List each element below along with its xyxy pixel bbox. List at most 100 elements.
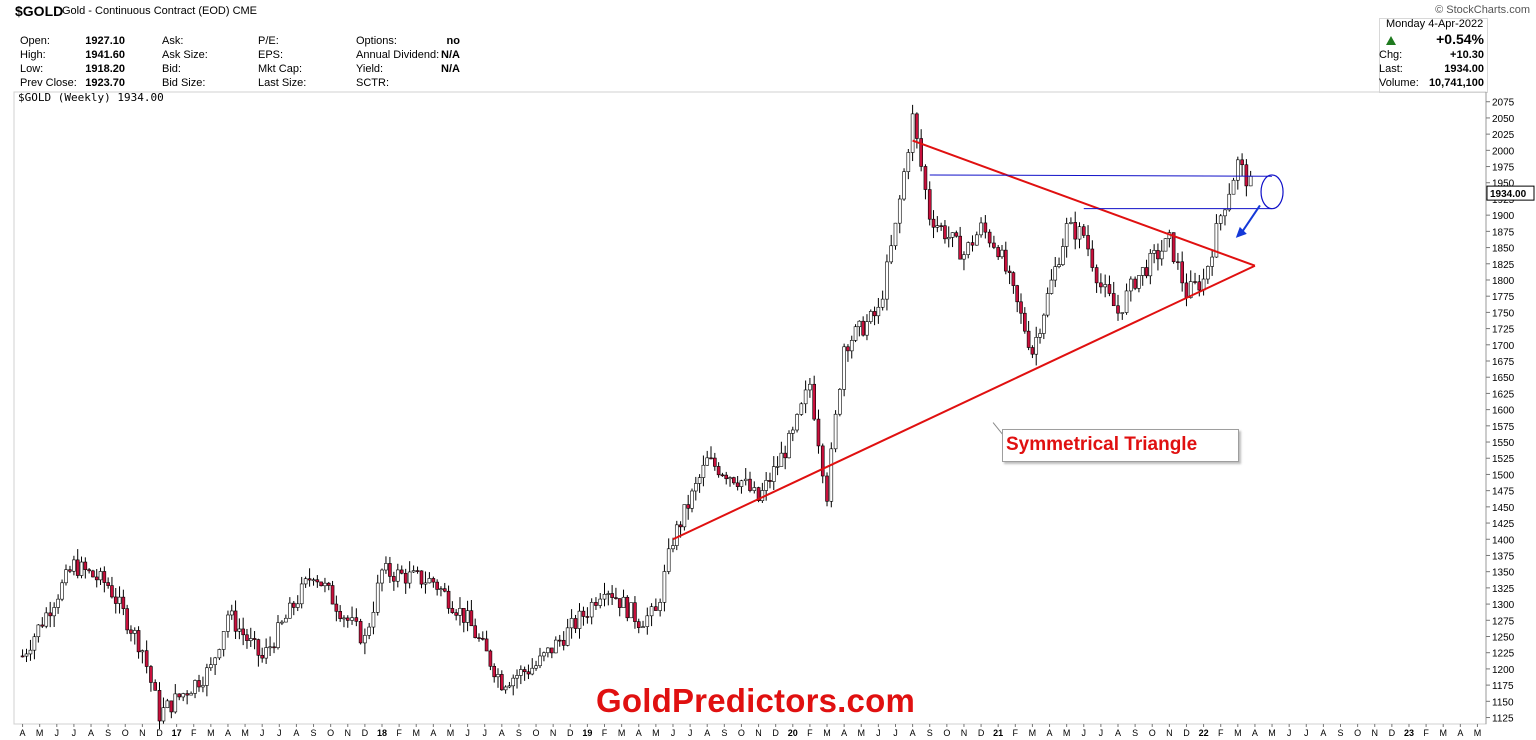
x-tick-label: J bbox=[277, 728, 282, 738]
candle-body bbox=[1111, 293, 1116, 307]
candle-body bbox=[140, 650, 145, 653]
candle-body bbox=[480, 637, 485, 640]
candle-body bbox=[760, 490, 765, 502]
candle-body bbox=[264, 647, 268, 659]
x-tick-label: O bbox=[738, 728, 745, 738]
x-tick-label: J bbox=[1287, 728, 1292, 738]
percent-change: +0.54% bbox=[1436, 31, 1484, 47]
candle-body bbox=[923, 166, 928, 190]
x-tick-label: 20 bbox=[788, 728, 798, 738]
candle-body bbox=[1057, 264, 1061, 267]
candle-body bbox=[1227, 193, 1232, 211]
x-tick-label: J bbox=[72, 728, 77, 738]
y-tick-label: 1850 bbox=[1492, 244, 1515, 255]
candle-body bbox=[589, 602, 594, 618]
candle-body bbox=[1030, 347, 1035, 355]
x-tick-label: J bbox=[1099, 728, 1104, 738]
candle-body bbox=[1188, 281, 1193, 298]
x-tick-label: M bbox=[858, 728, 866, 738]
y-tick-label: 1700 bbox=[1492, 341, 1515, 352]
y-tick-label: 1175 bbox=[1492, 681, 1514, 692]
x-tick-label: 18 bbox=[377, 728, 387, 738]
y-tick-label: 1800 bbox=[1492, 276, 1515, 287]
candle-body bbox=[1236, 159, 1240, 181]
candle-body bbox=[488, 650, 493, 667]
y-tick-label: 2025 bbox=[1492, 130, 1515, 141]
y-tick-label: 1475 bbox=[1492, 487, 1515, 498]
candle-body bbox=[1156, 250, 1160, 260]
x-tick-label: S bbox=[927, 728, 933, 738]
x-tick-label: J bbox=[893, 728, 898, 738]
y-tick-label: 1875 bbox=[1492, 227, 1515, 238]
candle-body bbox=[931, 218, 936, 228]
x-tick-label: F bbox=[191, 728, 197, 738]
quote-label-options: Options: bbox=[356, 35, 397, 47]
x-tick-label: J bbox=[1304, 728, 1309, 738]
candle-body bbox=[857, 320, 862, 328]
candle-body bbox=[117, 596, 122, 604]
candle-body bbox=[1086, 235, 1090, 250]
y-tick-label: 1675 bbox=[1492, 357, 1515, 368]
candle-body bbox=[1034, 337, 1039, 355]
x-tick-label: D bbox=[1389, 728, 1396, 738]
candle-body bbox=[496, 674, 500, 678]
candle-body bbox=[795, 414, 799, 431]
candle-body bbox=[507, 685, 512, 688]
candle-body bbox=[893, 222, 898, 247]
x-tick-label: S bbox=[311, 728, 317, 738]
candle-body bbox=[1206, 266, 1210, 280]
x-tick-label: M bbox=[618, 728, 626, 738]
candle-body bbox=[1148, 253, 1153, 277]
candle-body bbox=[338, 611, 342, 619]
candle-body bbox=[380, 569, 384, 584]
brand-link[interactable]: © StockCharts.com bbox=[1435, 4, 1530, 16]
x-tick-label: J bbox=[55, 728, 60, 738]
y-tick-label: 1550 bbox=[1492, 438, 1515, 449]
candle-body bbox=[217, 649, 222, 659]
candle-body bbox=[439, 588, 443, 590]
triangle-lower-line bbox=[672, 264, 1256, 541]
candle-body bbox=[1099, 282, 1103, 288]
candle-body bbox=[629, 602, 633, 619]
candle-body bbox=[79, 561, 84, 576]
candle-body bbox=[72, 559, 76, 572]
candle-body bbox=[1176, 261, 1180, 264]
y-tick-label: 1900 bbox=[1492, 211, 1515, 222]
y-tick-label: 1525 bbox=[1492, 454, 1515, 465]
y-tick-label: 1125 bbox=[1492, 714, 1514, 725]
x-tick-label: O bbox=[943, 728, 950, 738]
x-tick-label: S bbox=[105, 728, 111, 738]
candle-body bbox=[87, 569, 91, 572]
candle-body bbox=[752, 487, 757, 491]
candle-body bbox=[1193, 281, 1197, 283]
candle-body bbox=[345, 617, 350, 621]
candle-body bbox=[829, 448, 834, 502]
x-tick-label: N bbox=[345, 728, 352, 738]
candle-body bbox=[1000, 249, 1004, 258]
y-tick-label: 1625 bbox=[1492, 389, 1515, 400]
x-tick-label: A bbox=[499, 728, 505, 738]
candle-body bbox=[1081, 226, 1086, 236]
candle-body bbox=[395, 569, 400, 582]
series-label: $GOLD (Weekly) 1934.00 bbox=[18, 91, 164, 104]
candle-body bbox=[136, 630, 141, 653]
candle-body bbox=[602, 593, 607, 600]
x-tick-label: F bbox=[1423, 728, 1429, 738]
up-arrow-icon bbox=[1386, 36, 1396, 45]
x-tick-label: J bbox=[671, 728, 676, 738]
y-tick-label: 1500 bbox=[1492, 470, 1515, 481]
candle-body bbox=[252, 638, 257, 640]
y-tick-label: 1300 bbox=[1492, 600, 1515, 611]
candle-body bbox=[229, 610, 234, 616]
candle-body bbox=[419, 570, 424, 585]
y-tick-label: 1825 bbox=[1492, 260, 1515, 271]
candle-body bbox=[280, 621, 284, 624]
candle-body bbox=[350, 617, 354, 621]
y-tick-label: 1200 bbox=[1492, 665, 1515, 676]
candle-body bbox=[1107, 284, 1112, 294]
candle-body bbox=[885, 261, 889, 300]
y-tick-label: 1750 bbox=[1492, 308, 1515, 319]
y-tick-label: 1725 bbox=[1492, 325, 1515, 336]
candle-body bbox=[226, 614, 230, 632]
quote-value-dividend: N/A bbox=[441, 49, 460, 61]
